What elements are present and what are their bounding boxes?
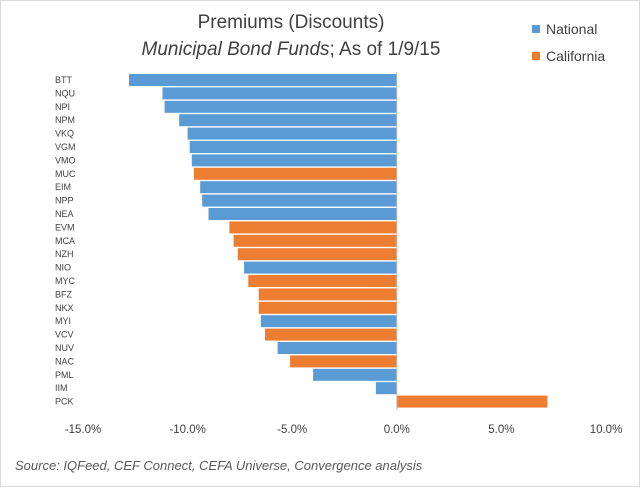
bar-btt xyxy=(129,74,397,86)
category-label-vmo: VMO xyxy=(55,155,76,165)
x-tick-label: 5.0% xyxy=(488,424,514,436)
category-label-vgm: VGM xyxy=(55,142,76,152)
category-label-nzh: NZH xyxy=(55,249,74,259)
category-label-eim: EIM xyxy=(55,182,71,192)
bar-mca xyxy=(233,234,397,247)
category-label-nqu: NQU xyxy=(55,88,75,98)
category-label-muc: MUC xyxy=(55,169,76,179)
category-label-nuv: NUV xyxy=(55,343,74,353)
x-tick-label: -5.0% xyxy=(277,424,307,436)
category-label-mca: MCA xyxy=(55,236,75,246)
category-label-pml: PML xyxy=(55,370,74,380)
bar-nqu xyxy=(162,87,397,100)
category-label-btt: BTT xyxy=(55,75,73,85)
bar-pml xyxy=(313,368,397,381)
bar-myi xyxy=(260,315,397,328)
x-tick-label: -10.0% xyxy=(169,424,205,436)
bar-npi xyxy=(164,100,397,113)
bar-nea xyxy=(208,208,397,220)
category-label-npm: NPM xyxy=(55,115,75,125)
bar-muc xyxy=(193,167,397,180)
chart-subtitle-rest: ; As of 1/9/15 xyxy=(329,39,441,60)
bar-vmo xyxy=(191,154,397,167)
bar-npm xyxy=(179,114,397,127)
bar-vcv xyxy=(265,328,397,341)
chart-legend: National California xyxy=(532,15,605,69)
category-label-myi: MYI xyxy=(55,316,71,326)
bar-evm xyxy=(229,221,397,234)
category-label-myc: MYC xyxy=(55,276,76,286)
chart-title: Premiums (Discounts) xyxy=(197,12,385,33)
bar-vkq xyxy=(187,127,397,140)
legend-label-california: California xyxy=(546,47,606,64)
category-label-nio: NIO xyxy=(55,263,71,273)
bar-nkx xyxy=(258,301,397,314)
legend-item-california: California xyxy=(532,42,605,69)
category-label-nkx: NKX xyxy=(55,303,74,313)
bar-pck xyxy=(396,395,548,408)
chart-subtitle: Municipal Bond Funds; As of 1/9/15 xyxy=(121,39,461,61)
bar-npp xyxy=(202,194,397,207)
category-label-npp: NPP xyxy=(55,196,74,206)
category-label-vcv: VCV xyxy=(55,330,74,340)
chart-subtitle-italic: Municipal Bond Funds xyxy=(141,39,330,60)
chart-source-note: Source: IQFeed, CEF Connect, CEFA Univer… xyxy=(15,458,423,473)
category-label-nea: NEA xyxy=(55,209,74,219)
bar-vgm xyxy=(189,141,397,153)
legend-swatch-national xyxy=(532,24,540,33)
category-label-vkq: VKQ xyxy=(55,129,74,139)
bar-nac xyxy=(290,355,397,368)
category-label-bfz: BFZ xyxy=(55,289,73,299)
bar-nzh xyxy=(237,248,397,261)
category-label-evm: EVM xyxy=(55,222,75,232)
legend-item-national: National xyxy=(532,15,605,42)
legend-label-national: National xyxy=(546,20,598,37)
bar-nio xyxy=(244,261,397,274)
bar-nuv xyxy=(277,342,397,354)
x-tick-label: 0.0% xyxy=(384,424,410,436)
category-label-npi: NPI xyxy=(55,102,70,112)
bar-iim xyxy=(375,382,397,395)
category-label-iim: IIM xyxy=(55,383,68,393)
category-label-pck: PCK xyxy=(55,397,74,407)
bar-eim xyxy=(200,181,397,194)
bar-myc xyxy=(248,275,397,287)
x-tick-label: -15.0% xyxy=(65,424,101,436)
x-tick-label: 10.0% xyxy=(590,424,623,436)
category-label-nac: NAC xyxy=(55,356,75,366)
bar-bfz xyxy=(258,288,397,301)
legend-swatch-california xyxy=(532,51,540,60)
